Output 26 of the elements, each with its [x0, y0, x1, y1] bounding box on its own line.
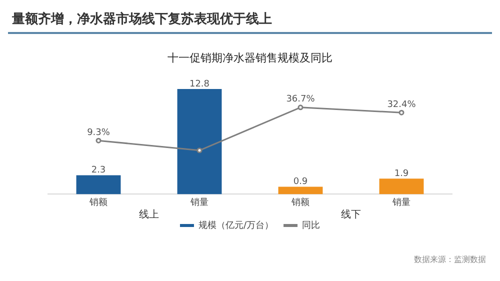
point: [298, 104, 304, 110]
data-label: 1.9: [394, 168, 409, 179]
data-label: 36.7%: [286, 94, 316, 105]
text: 线上: [139, 208, 159, 221]
data-label: 2.3: [91, 166, 106, 176]
bar: [379, 178, 424, 194]
x-tick-label: 销量: [392, 196, 410, 208]
x-tick-label: 销额: [88, 196, 108, 208]
data-label: 12.8: [189, 79, 210, 90]
data-label: 32.4%: [387, 100, 416, 110]
legend-label: 规模（亿元/万台）: [198, 220, 274, 231]
chart-subtitle: 十一促销期净水器销售规模及同比: [168, 51, 332, 64]
bar: [76, 175, 121, 194]
text: 线下: [341, 208, 361, 221]
point: [96, 138, 102, 144]
legend-label: 同比: [302, 220, 320, 231]
x-tick-label: 销额: [290, 196, 310, 208]
point: [398, 110, 404, 116]
bar: [177, 89, 222, 194]
data-label: 0.9: [293, 177, 308, 188]
x-tick-label: 销量: [190, 196, 208, 208]
source-note: 数据来源：监测数据: [413, 254, 487, 265]
bar: [278, 186, 323, 194]
point: [196, 148, 202, 154]
data-label: 9.3%: [87, 128, 110, 138]
chart-title: 量额齐增，净水器市场线下复苏表现优于线上: [8, 8, 492, 34]
